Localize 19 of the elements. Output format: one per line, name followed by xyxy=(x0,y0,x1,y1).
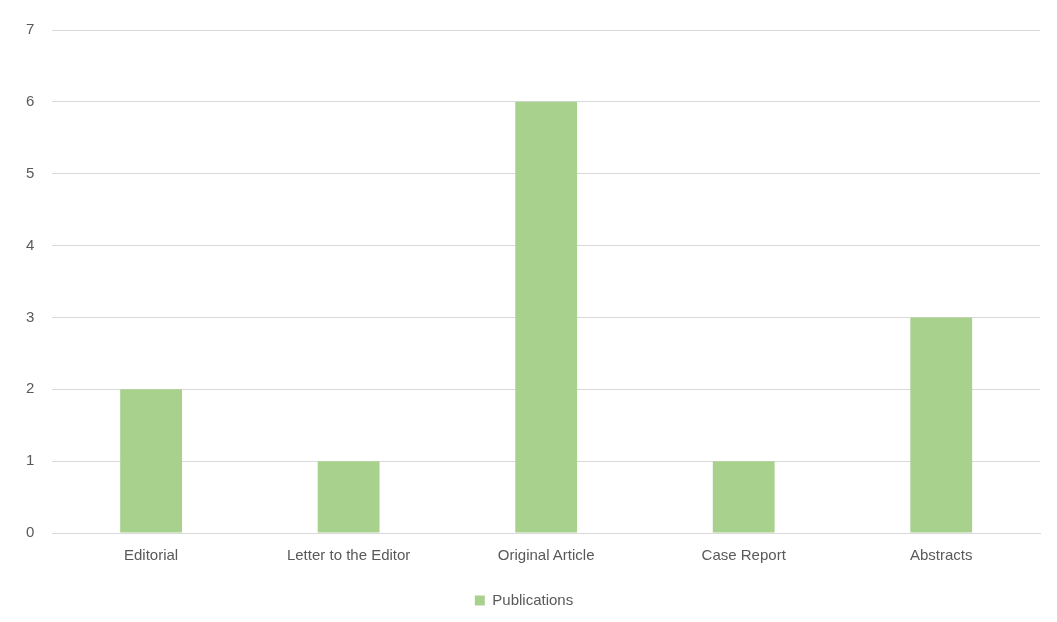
y-tick-label: 6 xyxy=(26,92,35,109)
bar xyxy=(120,389,183,533)
x-tick-label: Letter to the Editor xyxy=(286,546,411,564)
y-tick-label: 5 xyxy=(26,163,35,181)
x-tick-label: Abstracts xyxy=(909,546,973,564)
x-tick-label: Editorial xyxy=(124,546,179,564)
x-tick-label: Original Article xyxy=(497,546,595,564)
y-tick-label: 0 xyxy=(26,523,35,541)
legend-label: Publications xyxy=(492,590,574,608)
y-tick-label: 1 xyxy=(26,451,35,469)
bar xyxy=(910,317,973,533)
x-tick-label: Case Report xyxy=(701,546,787,564)
y-tick-label: 3 xyxy=(26,307,35,325)
y-tick-label: 4 xyxy=(26,235,35,253)
bar xyxy=(712,461,775,533)
bar xyxy=(317,461,380,533)
bar xyxy=(515,101,578,533)
y-tick-label: 7 xyxy=(26,20,35,38)
y-tick-label: 2 xyxy=(26,379,35,397)
